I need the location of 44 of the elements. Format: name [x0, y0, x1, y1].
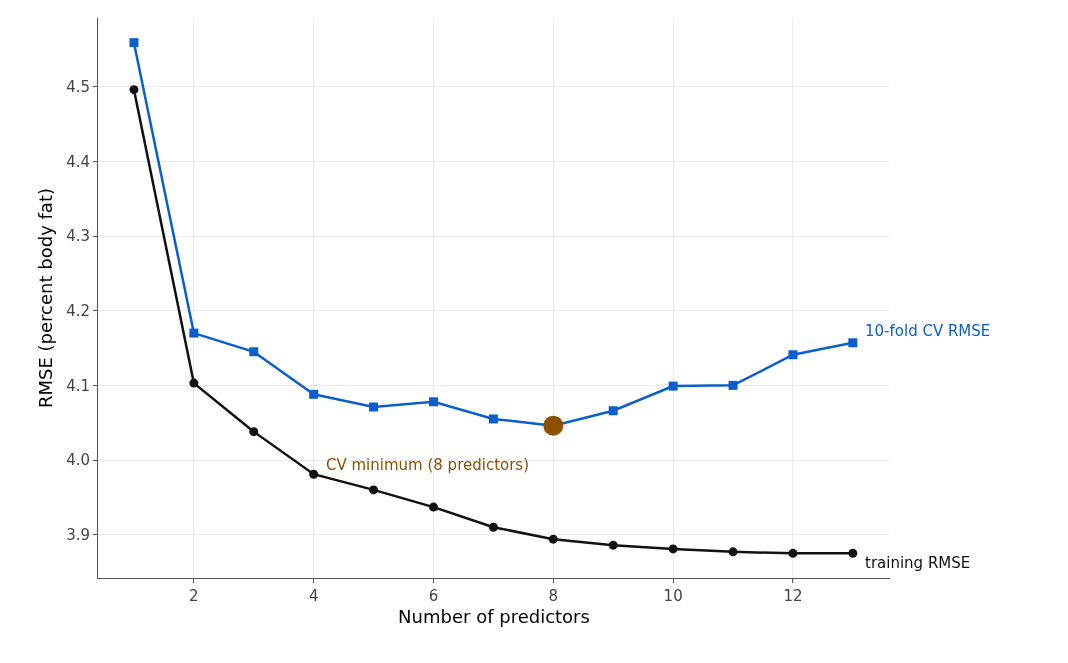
- point: [189, 328, 199, 338]
- point: [369, 485, 379, 495]
- x-tick-label: 2: [189, 587, 199, 605]
- point: [488, 414, 498, 424]
- point: [309, 389, 319, 399]
- series-label: training RMSE: [865, 554, 971, 572]
- x-tick-label: 10: [663, 587, 683, 605]
- point: [848, 338, 858, 348]
- point: [488, 522, 498, 532]
- y-axis-title: RMSE (percent body fat): [35, 188, 56, 408]
- point: [608, 406, 618, 416]
- point: [788, 350, 798, 360]
- point: [129, 38, 139, 48]
- y-tick-label: 4.3: [66, 227, 90, 246]
- y-tick-label: 3.9: [66, 525, 90, 544]
- point: [608, 540, 618, 550]
- point: [249, 347, 259, 357]
- annotation: CV minimum (8 predictors): [326, 456, 530, 474]
- point: [369, 402, 379, 412]
- point: [728, 547, 738, 557]
- point: [309, 469, 319, 479]
- point: [189, 378, 199, 388]
- x-tick-label: 4: [308, 587, 319, 605]
- point: [668, 381, 678, 391]
- x-axis-title: Number of predictors: [398, 606, 590, 628]
- y-tick-label: 4.1: [66, 376, 90, 395]
- point: [728, 380, 738, 390]
- y-tick-label: 4.4: [66, 152, 90, 171]
- point: [548, 534, 558, 544]
- point: [428, 502, 438, 512]
- y-tick-label: 4.5: [66, 77, 90, 96]
- point: [668, 544, 678, 554]
- y-tick-label: 4.0: [66, 451, 90, 470]
- x-tick-label: 6: [428, 587, 439, 605]
- point: [788, 548, 798, 558]
- point: [249, 427, 259, 437]
- y-tick-label: 4.2: [66, 301, 90, 320]
- point: [428, 397, 438, 407]
- point: [848, 548, 858, 558]
- series-label: 10-fold CV RMSE: [865, 322, 991, 340]
- point: [129, 85, 139, 95]
- x-tick-label: 8: [548, 587, 559, 605]
- point: [543, 415, 564, 436]
- x-tick-label: 12: [783, 587, 803, 605]
